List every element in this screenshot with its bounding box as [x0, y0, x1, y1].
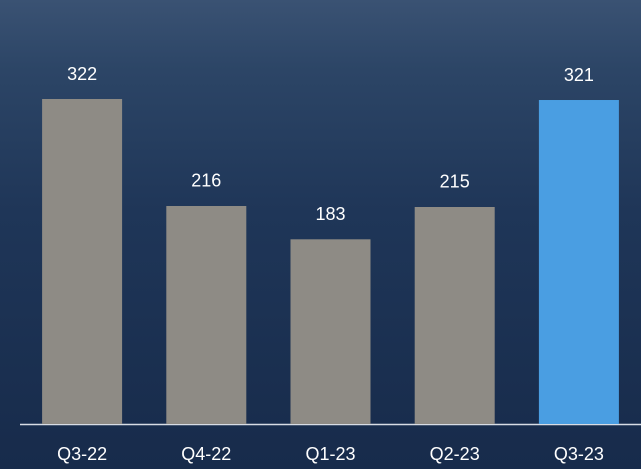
bar — [166, 206, 246, 424]
x-tick-label: Q1-23 — [305, 444, 355, 464]
value-label: 183 — [315, 204, 345, 224]
bar — [291, 239, 371, 424]
chart: Q3-22 322 Q4-22 216 Q1-23 183 Q2-23 215 Q3-23 321 — [0, 0, 641, 469]
page: Q3-22 322 Q4-22 216 Q1-23 183 Q2-23 215 Q3-23 321… — [0, 0, 641, 469]
value-label: 215 — [440, 172, 470, 192]
x-tick-label: Q3-23 — [554, 444, 604, 464]
value-label: 216 — [191, 171, 221, 191]
x-tick-label: Q3-22 — [57, 444, 107, 464]
value-label: 321 — [564, 65, 594, 85]
x-tick-label: Q4-22 — [181, 444, 231, 464]
x-tick-label: Q2-23 — [430, 444, 480, 464]
bar — [415, 207, 495, 424]
bar — [539, 100, 619, 424]
bar — [42, 99, 122, 424]
value-label: 322 — [67, 64, 97, 84]
